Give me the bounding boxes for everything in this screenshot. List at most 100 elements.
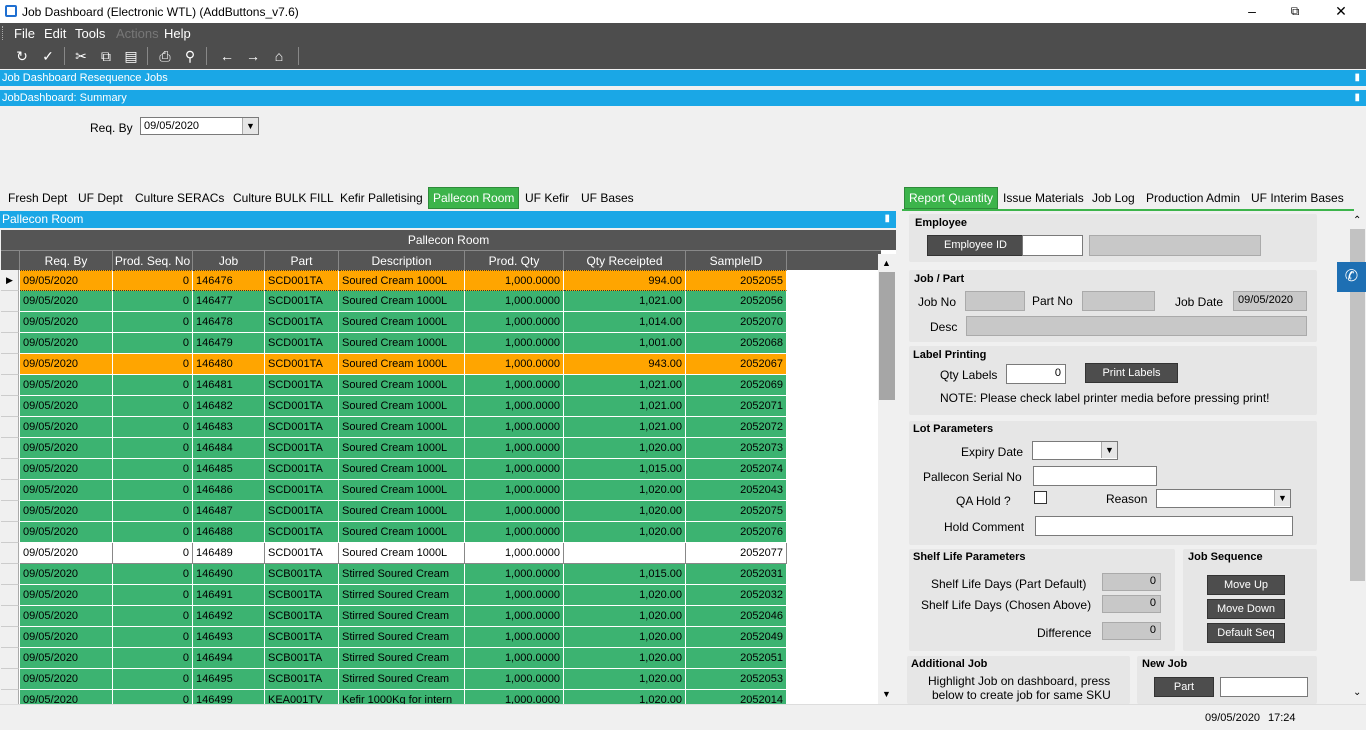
- table-cell-req[interactable]: 09/05/2020: [20, 669, 113, 690]
- summary-panel-bar[interactable]: JobDashboard: Summary ▮: [0, 90, 1366, 106]
- table-cell-qty[interactable]: 1,000.0000: [465, 480, 564, 501]
- table-cell-desc[interactable]: Soured Cream 1000L: [339, 417, 465, 438]
- row-selector[interactable]: [1, 564, 19, 585]
- row-selector[interactable]: [1, 522, 19, 543]
- table-cell-qty[interactable]: 1,000.0000: [465, 291, 564, 312]
- cut-icon[interactable]: ✂: [75, 48, 87, 64]
- paste-icon[interactable]: ▤: [124, 48, 138, 64]
- table-cell-job[interactable]: 146487: [193, 501, 265, 522]
- col-sample-id[interactable]: SampleID: [686, 250, 787, 270]
- tab-kefir-palletising[interactable]: Kefir Palletising: [340, 191, 423, 205]
- col-prod-qty[interactable]: Prod. Qty: [465, 250, 564, 270]
- table-cell-qty[interactable]: 1,000.0000: [465, 312, 564, 333]
- table-cell-sample[interactable]: 2052032: [686, 585, 787, 606]
- table-cell-req[interactable]: 09/05/2020: [20, 396, 113, 417]
- print-preview-icon[interactable]: ⚲: [184, 48, 196, 64]
- table-cell-qty[interactable]: 1,000.0000: [465, 627, 564, 648]
- table-cell-rec[interactable]: 1,020.00: [564, 627, 686, 648]
- restore-button[interactable]: ⧉: [1290, 4, 1300, 18]
- table-cell-sample[interactable]: 2052046: [686, 606, 787, 627]
- table-cell-sample[interactable]: 2052076: [686, 522, 787, 543]
- table-cell-seq[interactable]: 0: [113, 606, 193, 627]
- qty-labels-input[interactable]: 0: [1006, 364, 1066, 384]
- table-cell-qty[interactable]: 1,000.0000: [465, 459, 564, 480]
- table-cell-sample[interactable]: 2052043: [686, 480, 787, 501]
- table-cell-qty[interactable]: 1,000.0000: [465, 501, 564, 522]
- col-req-by[interactable]: Req. By: [20, 250, 113, 270]
- table-cell-part[interactable]: SCD001TA: [265, 375, 339, 396]
- tab-uf-dept[interactable]: UF Dept: [78, 191, 123, 205]
- table-cell-req[interactable]: 09/05/2020: [20, 417, 113, 438]
- table-cell-sample[interactable]: 2052067: [686, 354, 787, 375]
- row-selector[interactable]: [1, 417, 19, 438]
- table-cell-job[interactable]: 146489: [193, 543, 265, 564]
- row-selector[interactable]: [1, 627, 19, 648]
- table-row[interactable]: 09/05/2020 0 146487 SCD001TA Soured Cream 10…: [1, 501, 787, 522]
- table-row[interactable]: 09/05/2020 0 146488 SCD001TA Soured Cream 10…: [1, 522, 787, 543]
- table-row[interactable]: 09/05/2020 0 146493 SCB001TA Stirred Soured …: [1, 627, 787, 648]
- table-cell-seq[interactable]: 0: [113, 270, 193, 291]
- table-cell-qty[interactable]: 1,000.0000: [465, 270, 564, 291]
- table-cell-rec[interactable]: 1,020.00: [564, 522, 686, 543]
- table-cell-req[interactable]: 09/05/2020: [20, 564, 113, 585]
- table-cell-rec[interactable]: 1,020.00: [564, 690, 686, 704]
- table-cell-req[interactable]: 09/05/2020: [20, 648, 113, 669]
- table-cell-qty[interactable]: 1,000.0000: [465, 417, 564, 438]
- table-row[interactable]: 09/05/2020 0 146491 SCB001TA Stirred Soured …: [1, 585, 787, 606]
- table-row[interactable]: 09/05/2020 0 146479 SCD001TA Soured Cream 10…: [1, 333, 787, 354]
- table-cell-part[interactable]: SCD001TA: [265, 459, 339, 480]
- table-cell-job[interactable]: 146476: [193, 270, 265, 291]
- table-cell-qty[interactable]: 1,000.0000: [465, 396, 564, 417]
- table-cell-req[interactable]: 09/05/2020: [20, 606, 113, 627]
- table-cell-desc[interactable]: Soured Cream 1000L: [339, 501, 465, 522]
- tab-fresh-dept[interactable]: Fresh Dept: [8, 191, 68, 205]
- table-cell-seq[interactable]: 0: [113, 585, 193, 606]
- table-cell-sample[interactable]: 2052075: [686, 501, 787, 522]
- row-selector[interactable]: [1, 354, 19, 375]
- table-cell-qty[interactable]: 1,000.0000: [465, 354, 564, 375]
- table-cell-seq[interactable]: 0: [113, 522, 193, 543]
- col-part[interactable]: Part: [265, 250, 339, 270]
- table-cell-qty[interactable]: 1,000.0000: [465, 438, 564, 459]
- table-cell-sample[interactable]: 2052072: [686, 417, 787, 438]
- table-row[interactable]: 09/05/2020 0 146484 SCD001TA Soured Cream 10…: [1, 438, 787, 459]
- table-cell-qty[interactable]: 1,000.0000: [465, 606, 564, 627]
- table-cell-part[interactable]: SCB001TA: [265, 669, 339, 690]
- table-cell-rec[interactable]: 1,015.00: [564, 459, 686, 480]
- pin-icon[interactable]: ▮: [1354, 72, 1360, 83]
- table-row[interactable]: 09/05/2020 0 146499 KEA001TV Kefir 1000Kg fo…: [1, 690, 787, 704]
- menu-file[interactable]: File: [14, 26, 35, 41]
- tab-uf-kefir[interactable]: UF Kefir: [525, 191, 570, 205]
- table-cell-job[interactable]: 146493: [193, 627, 265, 648]
- table-cell-part[interactable]: SCD001TA: [265, 312, 339, 333]
- table-cell-part[interactable]: SCD001TA: [265, 354, 339, 375]
- table-row[interactable]: 09/05/2020 0 146494 SCB001TA Stirred Soured …: [1, 648, 787, 669]
- back-icon[interactable]: ←: [220, 48, 234, 64]
- table-cell-part[interactable]: SCB001TA: [265, 606, 339, 627]
- new-job-part-input[interactable]: [1220, 677, 1308, 697]
- table-row[interactable]: 09/05/2020 0 146490 SCB001TA Stirred Soured …: [1, 564, 787, 585]
- table-cell-qty[interactable]: 1,000.0000: [465, 669, 564, 690]
- table-cell-part[interactable]: SCD001TA: [265, 501, 339, 522]
- print-icon[interactable]: ⎙: [159, 48, 171, 64]
- table-cell-sample[interactable]: 2052056: [686, 291, 787, 312]
- table-cell-req[interactable]: 09/05/2020: [20, 522, 113, 543]
- table-cell-seq[interactable]: 0: [113, 291, 193, 312]
- table-cell-desc[interactable]: Soured Cream 1000L: [339, 333, 465, 354]
- table-cell-seq[interactable]: 0: [113, 564, 193, 585]
- table-cell-seq[interactable]: 0: [113, 669, 193, 690]
- table-cell-req[interactable]: 09/05/2020: [20, 459, 113, 480]
- table-cell-req[interactable]: 09/05/2020: [20, 354, 113, 375]
- table-cell-seq[interactable]: 0: [113, 333, 193, 354]
- table-cell-req[interactable]: 09/05/2020: [20, 333, 113, 354]
- new-job-part-button[interactable]: Part: [1154, 677, 1214, 697]
- table-cell-desc[interactable]: Soured Cream 1000L: [339, 480, 465, 501]
- pin-icon[interactable]: ▮: [1354, 92, 1360, 103]
- table-cell-seq[interactable]: 0: [113, 648, 193, 669]
- table-cell-req[interactable]: 09/05/2020: [20, 438, 113, 459]
- table-cell-rec[interactable]: 1,020.00: [564, 501, 686, 522]
- scroll-down-icon[interactable]: ▼: [882, 689, 891, 699]
- tab-uf-interim-bases[interactable]: UF Interim Bases: [1251, 191, 1344, 205]
- table-cell-rec[interactable]: 1,015.00: [564, 564, 686, 585]
- table-cell-job[interactable]: 146488: [193, 522, 265, 543]
